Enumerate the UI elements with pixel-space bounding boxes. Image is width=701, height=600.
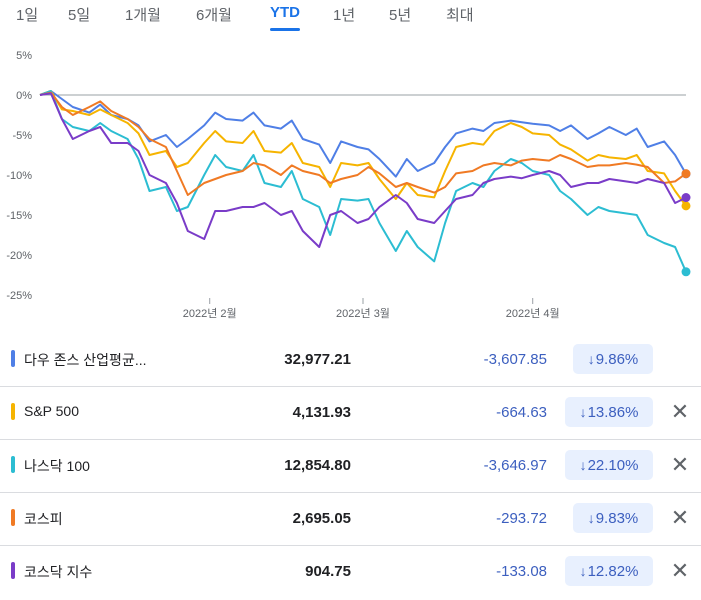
index-change: -293.72: [496, 510, 547, 527]
series-color-swatch: [11, 509, 15, 526]
tab-max[interactable]: 최대: [446, 7, 474, 24]
y-tick-label: 5%: [16, 50, 32, 62]
series-end-point-3: [681, 169, 691, 179]
series-color-swatch: [11, 562, 15, 579]
index-change: -3,646.97: [483, 457, 547, 474]
tab-1y[interactable]: 1년: [333, 7, 356, 24]
index-price: 32,977.21: [284, 351, 351, 368]
list-item-kospi[interactable]: 코스피 2,695.05 -293.72 ↓9.83% ✕: [0, 493, 701, 546]
tab-1m[interactable]: 1개월: [125, 7, 161, 24]
down-arrow-icon: ↓: [587, 351, 595, 367]
index-name: 나스닥 100: [24, 458, 90, 474]
series-color-swatch: [11, 350, 15, 367]
series-line-1: [39, 90, 687, 207]
series-end-point-1: [681, 201, 691, 211]
remove-close-icon[interactable]: ✕: [670, 452, 690, 477]
x-tick-label: 2022년 4월: [506, 307, 560, 320]
percent-change-value: 12.82%: [587, 563, 639, 580]
down-arrow-icon: ↓: [579, 563, 587, 579]
y-tick-label: -5%: [12, 130, 32, 142]
down-arrow-icon: ↓: [579, 404, 587, 420]
x-tick-label: 2022년 3월: [336, 307, 390, 320]
percent-change-value: 9.83%: [595, 510, 639, 527]
index-price: 12,854.80: [284, 457, 351, 474]
percent-change-value: 13.86%: [587, 404, 639, 421]
tab-1d[interactable]: 1일: [16, 7, 39, 24]
list-item-sp500[interactable]: S&P 500 4,131.93 -664.63 ↓13.86% ✕: [0, 387, 701, 440]
remove-close-icon[interactable]: ✕: [670, 558, 690, 583]
percent-change-value: 9.86%: [595, 351, 639, 368]
series-end-point-4: [681, 193, 691, 203]
index-change: -664.63: [496, 404, 547, 421]
series-line-4: [39, 92, 687, 248]
list-item-kosdaq[interactable]: 코스닥 지수 904.75 -133.08 ↓12.82% ✕: [0, 546, 701, 598]
index-price: 904.75: [305, 563, 351, 580]
comparison-line-chart: 5% 0% -5% -10% -15% -20% -25% 2022년 2월 2022년 3월 2…: [6, 50, 691, 320]
series-end-point-2: [681, 267, 691, 277]
percent-change-badge: ↓9.86%: [573, 344, 653, 374]
tab-5y[interactable]: 5년: [389, 7, 412, 24]
index-name: 다우 존스 산업평균...: [24, 352, 147, 368]
y-tick-label: 0%: [16, 90, 32, 102]
remove-close-icon[interactable]: ✕: [670, 399, 690, 424]
y-tick-label: -15%: [6, 210, 32, 222]
index-change: -3,607.85: [483, 351, 547, 368]
series-color-swatch: [11, 456, 15, 473]
index-name: S&P 500: [24, 403, 80, 419]
y-tick-label: -20%: [6, 250, 32, 262]
series-color-swatch: [11, 403, 15, 420]
comparison-list: 다우 존스 산업평균... 32,977.21 -3,607.85 ↓9.86%…: [0, 334, 701, 598]
percent-change-badge: ↓13.86%: [565, 397, 653, 427]
y-tick-label: -10%: [6, 170, 32, 182]
down-arrow-icon: ↓: [587, 510, 595, 526]
active-tab-indicator: [270, 28, 300, 31]
remove-close-icon[interactable]: ✕: [670, 505, 690, 530]
tab-ytd-label: YTD: [270, 4, 300, 21]
y-tick-label: -25%: [6, 290, 32, 302]
percent-change-value: 22.10%: [587, 457, 639, 474]
x-tick-label: 2022년 2월: [183, 307, 237, 320]
list-item-dow[interactable]: 다우 존스 산업평균... 32,977.21 -3,607.85 ↓9.86%: [0, 334, 701, 387]
tab-6m[interactable]: 6개월: [196, 7, 232, 24]
index-price: 2,695.05: [292, 510, 351, 527]
tab-ytd[interactable]: YTD: [270, 4, 300, 31]
percent-change-badge: ↓12.82%: [565, 556, 653, 586]
down-arrow-icon: ↓: [579, 457, 587, 473]
percent-change-badge: ↓9.83%: [573, 503, 653, 533]
index-name: 코스닥 지수: [24, 564, 93, 580]
tab-5d[interactable]: 5일: [68, 7, 91, 24]
index-price: 4,131.93: [292, 404, 351, 421]
index-change: -133.08: [496, 563, 547, 580]
series-line-3: [39, 91, 687, 196]
list-item-nasdaq100[interactable]: 나스닥 100 12,854.80 -3,646.97 ↓22.10% ✕: [0, 440, 701, 493]
percent-change-badge: ↓22.10%: [565, 450, 653, 480]
series-line-2: [39, 90, 687, 273]
index-name: 코스피: [24, 511, 63, 527]
range-tabs: 1일 5일 1개월 6개월 YTD 1년 5년 최대: [0, 0, 701, 32]
